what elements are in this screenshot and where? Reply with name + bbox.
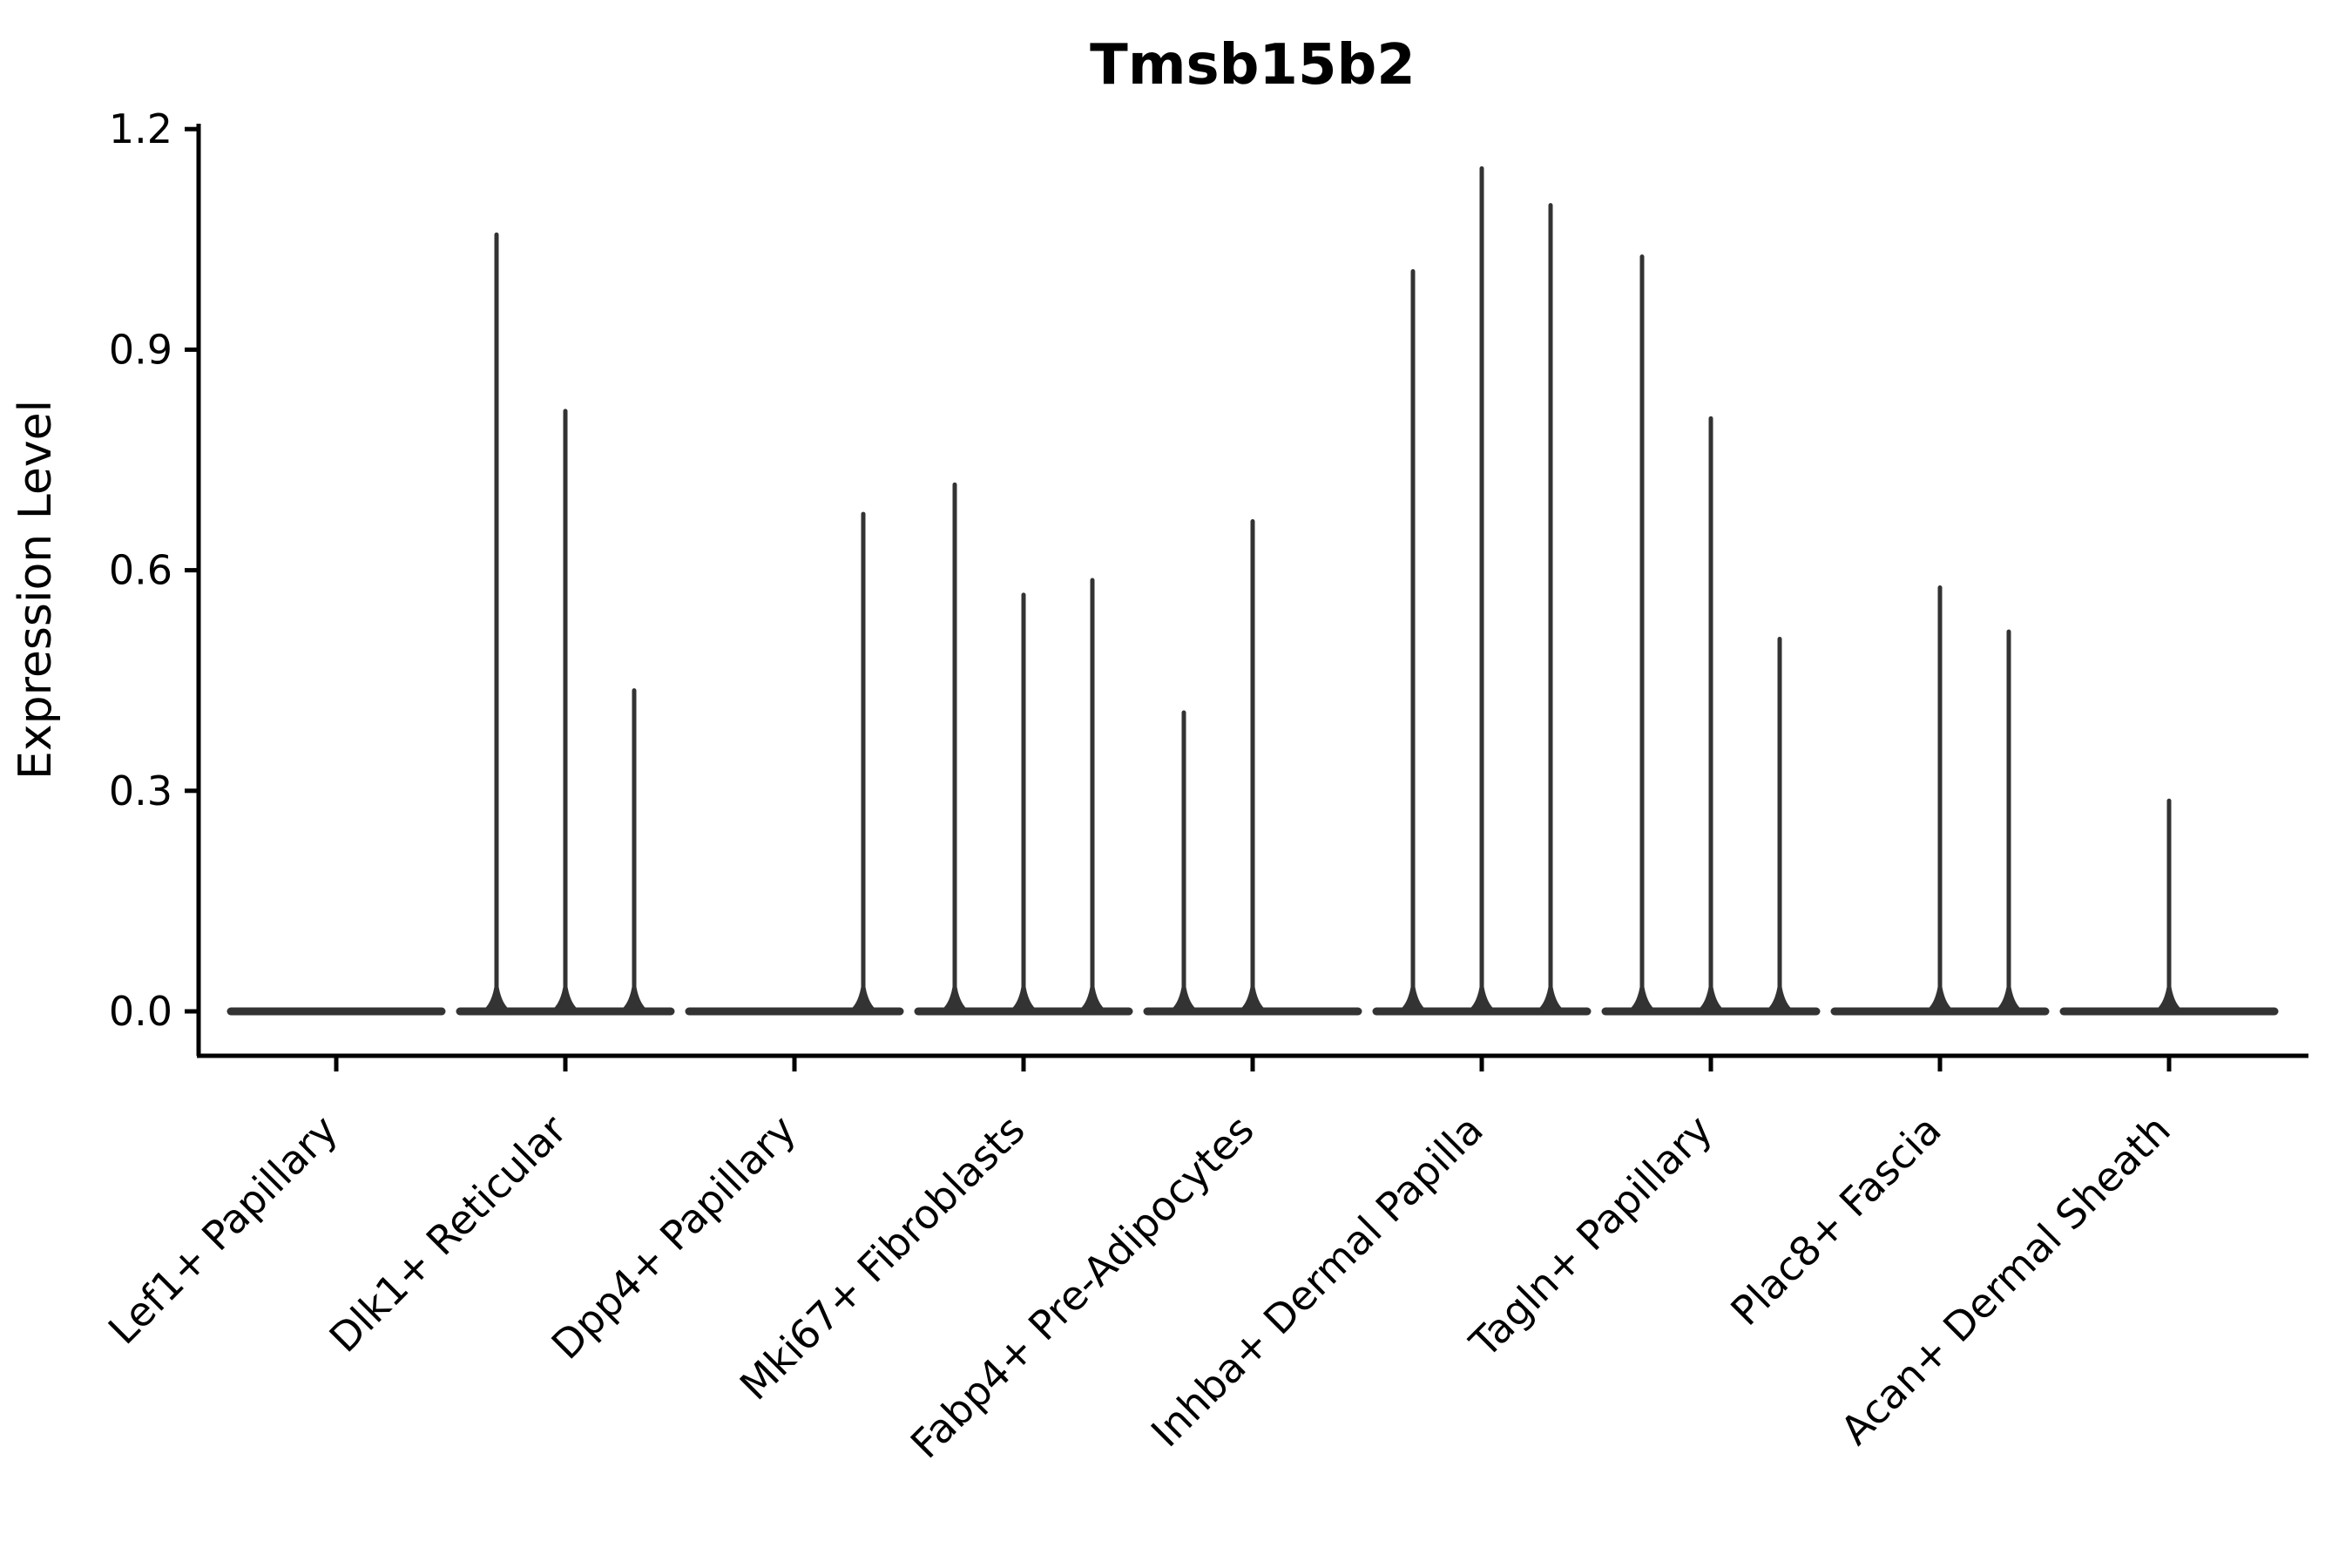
y-axis-label: Expression Level: [10, 400, 62, 780]
y-tick-label: 0.6: [109, 547, 172, 594]
chart-title: Tmsb15b2: [1090, 33, 1416, 98]
y-tick-label: 0.3: [109, 767, 172, 814]
x-category-label: Dpp4+ Papillary: [543, 1106, 805, 1369]
y-tick-label: 1.2: [109, 105, 172, 152]
x-category-label: Tagln+ Papillary: [1460, 1106, 1721, 1368]
y-tick-label: 0.0: [109, 988, 172, 1035]
y-tick-label: 0.9: [109, 326, 172, 373]
x-category-label: Plac8+ Fascia: [1721, 1106, 1950, 1335]
x-category-label: Lef1+ Papillary: [99, 1106, 347, 1354]
x-category-label: Dlk1+ Reticular: [321, 1106, 576, 1362]
